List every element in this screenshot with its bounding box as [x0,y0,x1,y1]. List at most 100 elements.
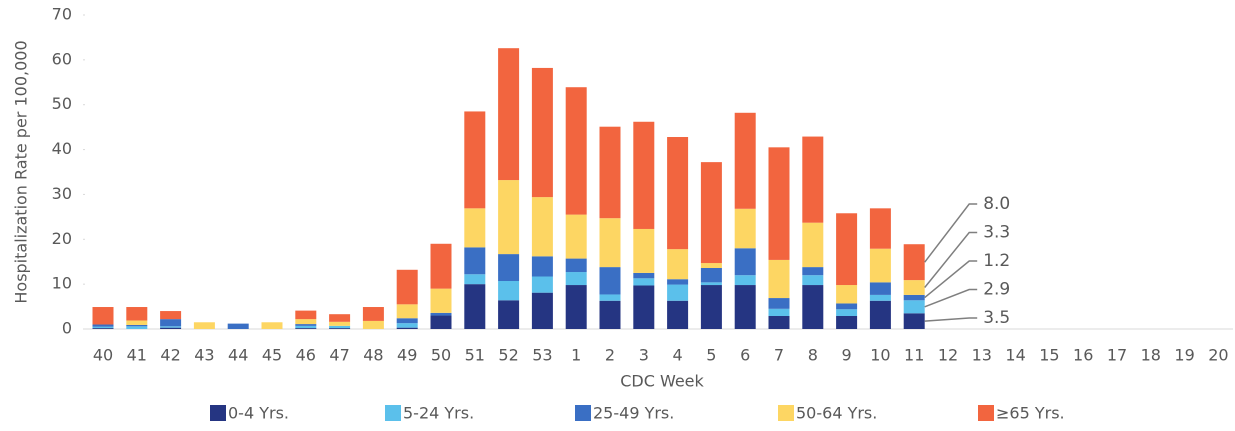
x-tick-label: 2 [605,346,615,365]
bar-segment [430,315,452,329]
bar-segment [396,269,418,305]
leader-line [924,260,978,299]
bar-segment [802,285,824,329]
bar-segment [565,285,587,329]
leader-line [924,317,978,322]
bar-segment [396,318,418,324]
legend-swatch [778,405,794,421]
bar-segment [565,258,587,273]
bar-segment [802,275,824,286]
bar-segment [261,322,283,329]
bar-segment [329,328,351,329]
bar-segment [329,321,351,326]
bar-segment [531,276,553,293]
legend-label: 5-24 Yrs. [403,404,474,423]
bar-segment [734,112,756,209]
bar-segment [734,248,756,276]
bar-segment [667,279,689,285]
bar-segment [836,303,858,310]
leader-line [924,231,978,288]
bar-segment [362,320,384,329]
bar-segment [396,304,418,319]
bar-segment [295,319,317,325]
bar-segment [768,298,790,309]
bar-segment [464,284,486,329]
x-tick-label: 42 [160,346,180,365]
bar-segment [329,325,351,329]
x-tick-label: 8 [808,346,818,365]
x-tick-label: 18 [1141,346,1161,365]
bar-segment [836,309,858,316]
x-tick-label: 6 [740,346,750,365]
bar-segment [531,197,553,257]
bar-segment [531,292,553,329]
bar-segment [633,228,655,273]
x-tick-label: 46 [296,346,316,365]
bar-segment [193,322,215,329]
x-tick-label: 43 [194,346,214,365]
x-axis-title: CDC Week [620,372,704,391]
bar-segment [498,281,520,301]
bar-segment [396,323,418,328]
x-tick-label: 52 [498,346,518,365]
x-tick-label: 1 [571,346,581,365]
y-tick-label: 0 [62,319,72,338]
bar-segment [903,300,925,314]
bar-segment [734,285,756,329]
bar-segment [599,294,621,301]
bar-segment [869,208,891,249]
y-axis-title: Hospitalization Rate per 100,000 [12,40,31,303]
bar-segment [430,312,452,316]
bar-segment [700,267,722,283]
bar-segment [768,147,790,260]
bar-segment [295,325,317,329]
bar-segment [599,218,621,268]
bar-segment [295,328,317,329]
bar-segment [836,285,858,304]
bar-segment [836,315,858,329]
bar-segment [633,272,655,279]
x-tick-label: 44 [228,346,248,365]
x-tick-label: 47 [329,346,349,365]
legend-label: 25-49 Yrs. [593,404,674,423]
x-tick-label: 19 [1174,346,1194,365]
bar-segment [667,137,689,250]
bar-segment [700,162,722,264]
y-tick-label: 10 [52,274,72,293]
data-label: 8.0 [983,194,1010,214]
bar-segment [802,222,824,268]
bar-segment [531,67,553,198]
x-tick-label: 5 [706,346,716,365]
x-tick-label: 51 [465,346,485,365]
bar-segment [903,280,925,295]
bar-segment [700,263,722,268]
y-tick-label: 70 [52,5,72,24]
bar-segment [464,111,486,209]
bar-segment [869,294,891,301]
data-label: 3.3 [983,223,1010,243]
x-tick-label: 4 [673,346,683,365]
x-tick-label: 15 [1039,346,1059,365]
y-tick-label: 20 [52,229,72,248]
bar-segment [768,259,790,299]
bar-segment [464,274,486,285]
bar-segment [802,136,824,223]
x-tick-label: 14 [1005,346,1025,365]
legend-swatch [978,405,994,421]
bar-segment [903,244,925,281]
y-tick-label: 60 [52,49,72,68]
bar-segment [329,314,351,322]
leader-line [924,203,978,263]
data-label: 3.5 [983,308,1010,328]
bar-segment [92,324,114,327]
bar-segment [903,294,925,301]
bar-segment [599,267,621,295]
bar-segment [396,327,418,329]
bar-segment [126,307,148,321]
bar-segment [92,307,114,325]
x-tick-label: 7 [774,346,784,365]
bar-segment [734,275,756,286]
bar-segment [633,278,655,286]
x-tick-label: 45 [262,346,282,365]
x-tick-label: 40 [93,346,113,365]
